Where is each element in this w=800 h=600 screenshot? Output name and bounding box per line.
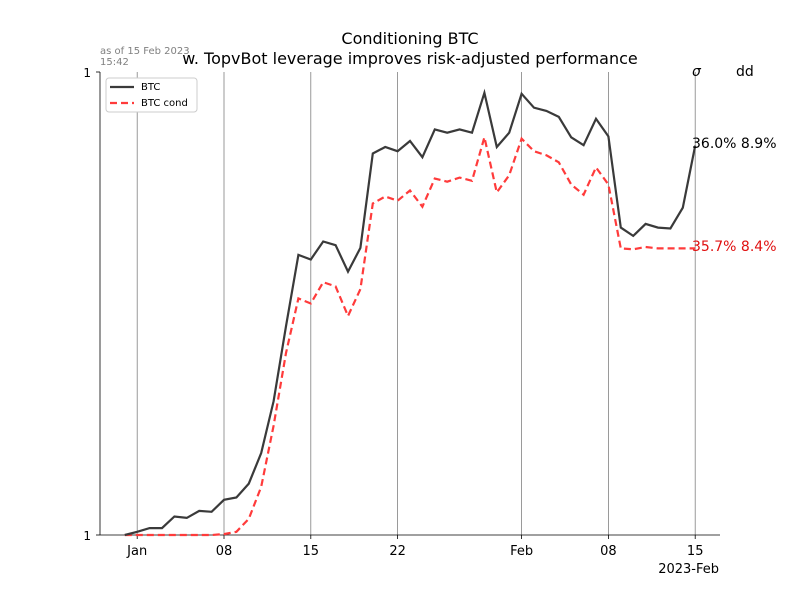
chart-title-line2: w. TopvBot leverage improves risk-adjust… <box>182 49 638 68</box>
timestamp-time: 15:42 <box>100 57 129 68</box>
timestamp-date: as of 15 Feb 2023 <box>100 46 190 57</box>
y-tick-label-top: 1 <box>83 66 91 80</box>
x-tick-label: 22 <box>389 544 406 559</box>
legend: BTC BTC cond <box>105 77 198 113</box>
x-tick-label: 15 <box>303 544 320 559</box>
x-ticks: Jan 08 15 22 Feb 08 15 <box>126 535 703 559</box>
legend-btc-cond-label: BTC cond <box>141 98 188 109</box>
x-tick-label: Jan <box>126 544 147 559</box>
legend-btc-label: BTC <box>141 82 160 93</box>
series-line-btc <box>124 88 697 537</box>
x-axis-label: 2023-Feb <box>658 562 719 577</box>
x-tick-label: 15 <box>687 544 704 559</box>
x-tick-label: Feb <box>510 544 533 559</box>
btc-stats: 36.0% 8.9% <box>692 136 777 152</box>
dd-header: dd <box>736 64 754 80</box>
x-tick-label: 08 <box>216 544 233 559</box>
sigma-header: σ <box>692 64 702 80</box>
vertical-grid <box>136 72 696 535</box>
chart-title-line1: Conditioning BTC <box>341 29 478 48</box>
btc-cond-stats: 35.7% 8.4% <box>692 239 777 255</box>
x-tick-label: 08 <box>600 544 617 559</box>
series-line-btc-cond <box>124 136 696 537</box>
y-tick-label-bottom: 1 <box>83 529 91 543</box>
